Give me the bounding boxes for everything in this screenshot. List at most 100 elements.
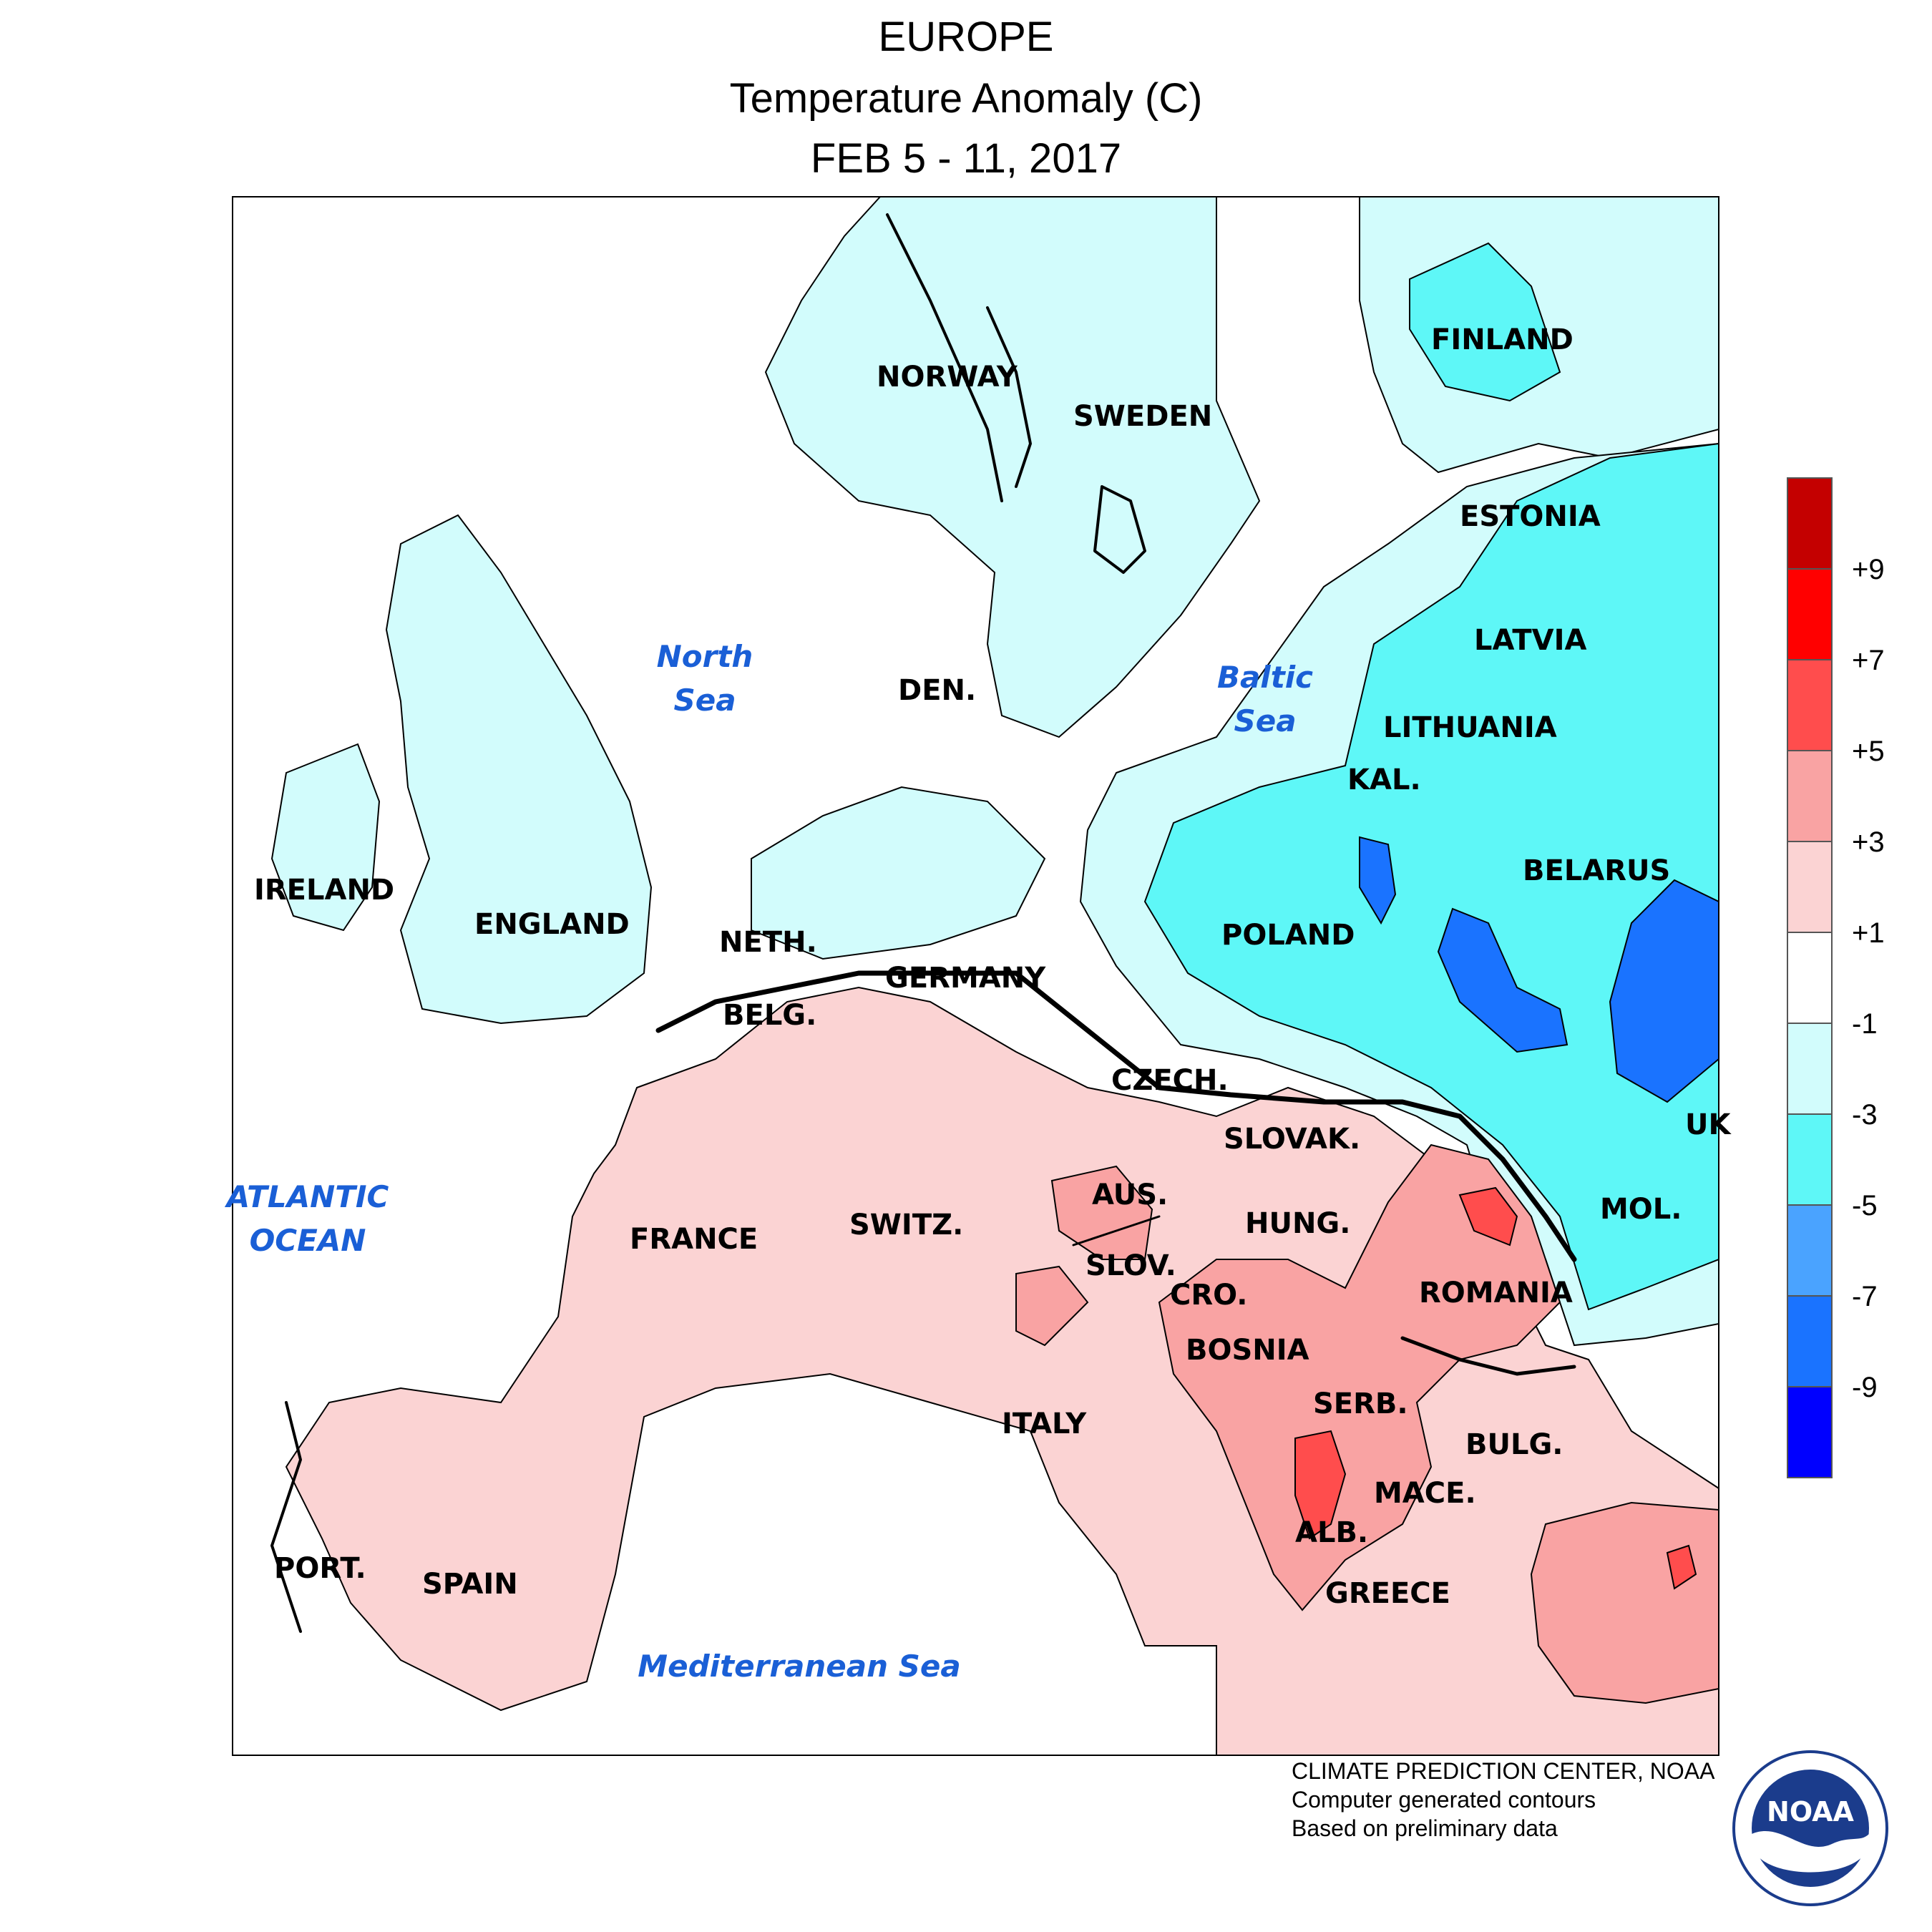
anomaly-zone-warm-strong-romania: [1458, 1186, 1518, 1246]
label-baltic-sea-line2: Sea: [1234, 703, 1296, 738]
legend-label: -5: [1852, 1190, 1878, 1221]
legend: +9 +7 +5 +3 +1 -1 -3 -5 -7 -9: [1787, 477, 1885, 1478]
logo-text: NOAA: [1767, 1796, 1854, 1828]
anomaly-zone-belarus-blue: [1437, 907, 1568, 1053]
legend-label: -1: [1852, 1008, 1878, 1040]
legend-label: -9: [1852, 1372, 1878, 1403]
label-serbia: SERB.: [1313, 1387, 1408, 1420]
contour-line: [655, 970, 1577, 1262]
anomaly-zone-ireland: [270, 743, 381, 932]
anomaly-zone-warm-strong-turkey: [1666, 1544, 1697, 1590]
label-albania: ALB.: [1295, 1516, 1368, 1549]
legend-label: +5: [1852, 736, 1885, 767]
legend-swatch: [1787, 568, 1833, 660]
legend-swatch: [1787, 932, 1833, 1024]
legend-swatch: [1787, 1113, 1833, 1206]
label-france: FRANCE: [630, 1223, 758, 1256]
legend-swatch: [1787, 750, 1833, 842]
legend-swatch: [1787, 841, 1833, 933]
legend-label: -7: [1852, 1281, 1878, 1312]
logo-bird: [1752, 1831, 1869, 1873]
legend-label: -3: [1852, 1099, 1878, 1131]
map-date: FEB 5 - 11, 2017: [810, 135, 1122, 182]
label-bosnia: BOSNIA: [1186, 1334, 1309, 1367]
label-ukraine: UK: [1685, 1108, 1732, 1141]
legend-swatch: [1787, 1386, 1833, 1478]
credits-line1: CLIMATE PREDICTION CENTER, NOAA: [1292, 1758, 1715, 1784]
label-finland: FINLAND: [1431, 323, 1574, 356]
label-portugal: PORT.: [274, 1552, 366, 1585]
label-lithuania: LITHUANIA: [1383, 711, 1557, 744]
anomaly-zone-east-cyan: [1143, 442, 1719, 1311]
label-netherlands: NETH.: [719, 926, 817, 959]
label-north-sea-line1: North: [657, 639, 753, 674]
label-italy: ITALY: [1002, 1407, 1087, 1440]
anomaly-zone-warm-mid-austria: [1050, 1165, 1153, 1260]
anomaly-zone-ukraine-blue: [1609, 879, 1719, 1103]
label-estonia: ESTONIA: [1460, 500, 1601, 533]
label-norway: NORWAY: [877, 361, 1018, 394]
legend-label: +1: [1852, 917, 1885, 949]
legend-label: +7: [1852, 645, 1885, 676]
label-switzerland: SWITZ.: [849, 1209, 963, 1241]
label-poland: POLAND: [1221, 919, 1355, 952]
map-title: EUROPE: [878, 14, 1054, 60]
label-moldova: MOL.: [1600, 1193, 1682, 1226]
credits: CLIMATE PREDICTION CENTER, NOAA Computer…: [1292, 1757, 1714, 1843]
label-baltic-sea-line1: Baltic: [1217, 660, 1313, 695]
label-belgium: BELG.: [723, 999, 816, 1032]
contour-line: [1072, 1215, 1161, 1246]
label-belarus: BELARUS: [1523, 854, 1670, 887]
label-germany: GERMANY: [885, 962, 1046, 995]
legend-label: +9: [1852, 554, 1885, 585]
anomaly-zone-lowcountries: [751, 786, 1046, 960]
anomaly-zone-warm-light: [285, 986, 1719, 1755]
label-mediterranean: Mediterranean Sea: [638, 1649, 960, 1684]
anomaly-zone-warm-strong-albania: [1294, 1430, 1347, 1540]
legend-swatch: [1787, 1023, 1833, 1115]
label-north-sea-line2: Sea: [673, 683, 736, 718]
map-frame: [232, 196, 1719, 1756]
label-macedonia: MACE.: [1374, 1477, 1476, 1510]
label-austria: AUS.: [1092, 1179, 1168, 1211]
label-ireland: IRELAND: [254, 874, 394, 907]
label-england: ENGLAND: [474, 908, 630, 941]
anomaly-zone-poland-blue: [1359, 836, 1397, 925]
map-fields: [233, 197, 1719, 1755]
contour-line: [1400, 1336, 1576, 1376]
sea-labels: North Sea Baltic Sea ATLANTIC OCEAN Medi…: [225, 639, 1313, 1684]
contour-lines: [270, 213, 1577, 1633]
label-atlantic-line1: ATLANTIC: [225, 1179, 389, 1214]
label-spain: SPAIN: [422, 1568, 518, 1601]
anomaly-zone-warm-mid-italy: [1015, 1265, 1089, 1347]
label-hungary: HUNG.: [1245, 1207, 1350, 1240]
label-croatia: CRO.: [1170, 1279, 1247, 1312]
legend-label: +3: [1852, 826, 1885, 858]
contour-line: [1093, 485, 1146, 574]
contour-line: [886, 213, 1032, 502]
label-romania: ROMANIA: [1419, 1277, 1573, 1309]
anomaly-zone-warm-mid-turkey: [1530, 1501, 1719, 1704]
label-bulgaria: BULG.: [1465, 1428, 1563, 1461]
label-czech: CZECH.: [1111, 1064, 1229, 1097]
country-labels: FINLAND NORWAY SWEDEN ESTONIA LATVIA LIT…: [254, 323, 1732, 1610]
anomaly-zone-scandinavia: [764, 197, 1261, 738]
contour-line: [270, 1401, 302, 1633]
label-sweden: SWEDEN: [1073, 400, 1212, 433]
credits-line3: Based on preliminary data: [1292, 1815, 1558, 1841]
label-kaliningrad: KAL.: [1347, 763, 1421, 796]
anomaly-zone-britain: [385, 514, 653, 1025]
legend-swatch: [1787, 1204, 1833, 1297]
label-atlantic-line2: OCEAN: [250, 1223, 366, 1258]
label-slovakia: SLOVAK.: [1224, 1123, 1360, 1156]
label-denmark: DEN.: [898, 674, 976, 707]
label-latvia: LATVIA: [1474, 624, 1586, 657]
credits-line2: Computer generated contours: [1292, 1787, 1596, 1813]
label-greece: GREECE: [1325, 1577, 1450, 1610]
map-subtitle: Temperature Anomaly (C): [729, 75, 1203, 122]
legend-swatch: [1787, 477, 1833, 570]
anomaly-zone-finland-cyan: [1409, 242, 1561, 402]
label-slovenia: SLOV.: [1085, 1249, 1176, 1282]
legend-swatch: [1787, 659, 1833, 751]
